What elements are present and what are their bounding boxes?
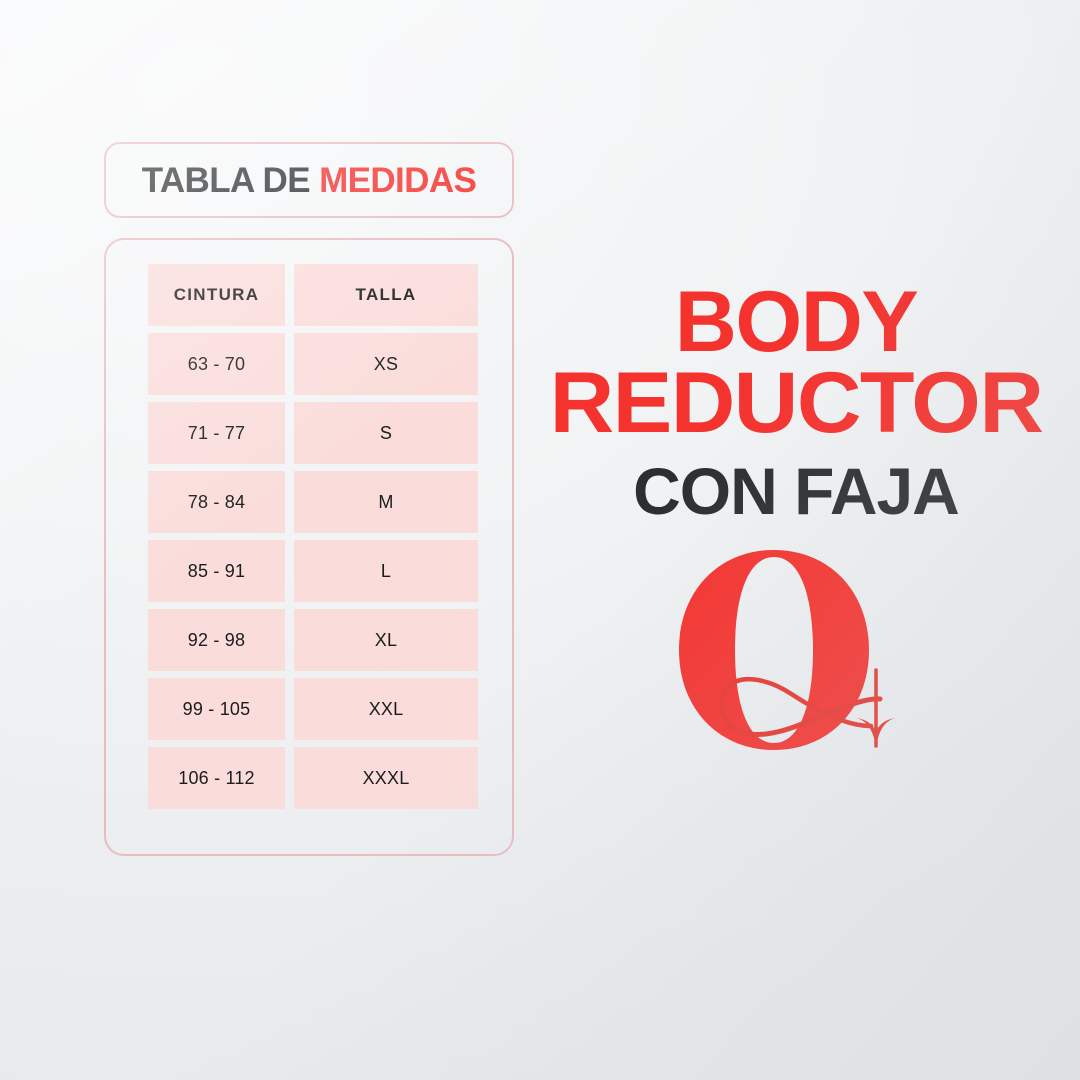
column-header-cintura: CINTURA — [148, 264, 285, 326]
column-header-talla: TALLA — [294, 264, 478, 326]
product-subheadline: CON FAJA — [633, 453, 960, 528]
cell-cintura: 71 - 77 — [148, 402, 285, 464]
table-row: 63 - 70 XS — [148, 333, 478, 395]
cell-cintura: 85 - 91 — [148, 540, 285, 602]
title-badge-text-dark: TABLA DE — [141, 160, 311, 200]
product-headline-line2: REDUCTOR — [549, 354, 1044, 451]
cell-cintura: 92 - 98 — [148, 609, 285, 671]
table-row: 92 - 98 XL — [148, 609, 478, 671]
table-row: 71 - 77 S — [148, 402, 478, 464]
brand-logo — [540, 546, 1052, 758]
product-panel: BODY REDUCTOR CON FAJA — [540, 274, 1052, 758]
table-row: 85 - 91 L — [148, 540, 478, 602]
measurements-panel: TABLA DE MEDIDAS CINTURA TALLA 63 - 70 X… — [104, 142, 516, 856]
cell-talla: XXXL — [294, 747, 478, 809]
cell-cintura: 106 - 112 — [148, 747, 285, 809]
table-row: 78 - 84 M — [148, 471, 478, 533]
product-headline-line1: BODY — [674, 274, 919, 370]
table-row: 106 - 112 XXXL — [148, 747, 478, 809]
table-row: 99 - 105 XXL — [148, 678, 478, 740]
cell-talla: L — [294, 540, 478, 602]
cell-cintura: 78 - 84 — [148, 471, 285, 533]
size-table: CINTURA TALLA 63 - 70 XS 71 - 77 S 78 - … — [148, 264, 478, 809]
cell-talla: XL — [294, 609, 478, 671]
size-table-card: CINTURA TALLA 63 - 70 XS 71 - 77 S 78 - … — [104, 238, 514, 856]
title-badge: TABLA DE MEDIDAS — [104, 142, 514, 218]
title-badge-text: TABLA DE MEDIDAS — [142, 163, 477, 198]
table-header-row: CINTURA TALLA — [148, 264, 478, 326]
cell-talla: XXL — [294, 678, 478, 740]
q-monogram-icon — [679, 549, 895, 750]
title-badge-text-red: MEDIDAS — [319, 160, 477, 200]
cell-talla: S — [294, 402, 478, 464]
cell-cintura: 63 - 70 — [148, 333, 285, 395]
cell-talla: XS — [294, 333, 478, 395]
cell-talla: M — [294, 471, 478, 533]
cell-cintura: 99 - 105 — [148, 678, 285, 740]
